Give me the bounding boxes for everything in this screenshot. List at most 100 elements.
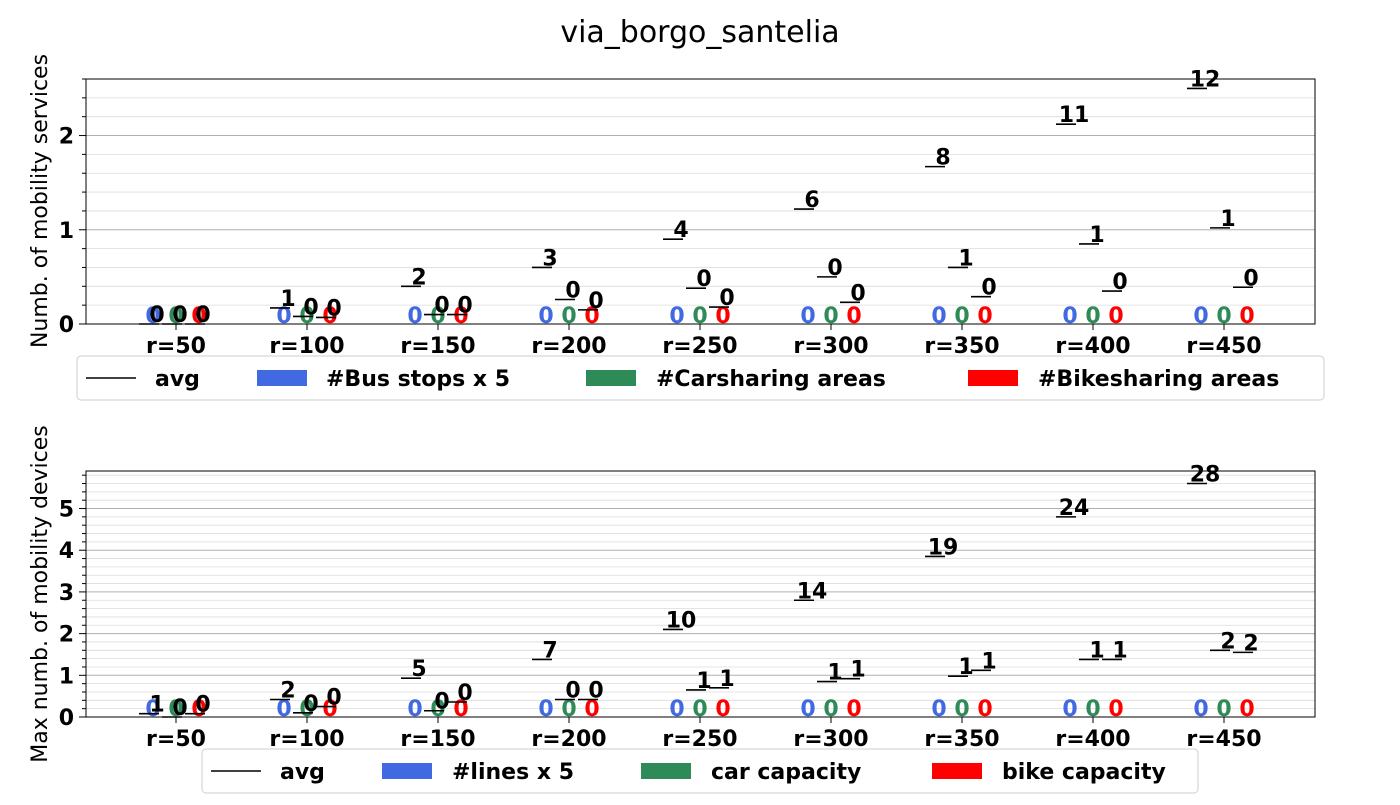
avg-value-label: 2 xyxy=(280,678,295,703)
bar-value-label: 0 xyxy=(1085,697,1100,722)
avg-value-label: 2 xyxy=(1243,631,1258,656)
y-axis-title: Numb. of mobility services xyxy=(28,54,53,348)
bar-value-label: 0 xyxy=(168,697,183,722)
legend-label: car capacity xyxy=(711,760,861,785)
x-tick-label: r=150 xyxy=(400,334,475,359)
x-tick-label: r=450 xyxy=(1186,727,1261,752)
avg-value-label: 0 xyxy=(303,295,318,320)
legend-swatch xyxy=(257,370,307,386)
x-tick-label: r=200 xyxy=(531,727,606,752)
bar-value-label: 0 xyxy=(145,304,160,329)
avg-value-label: 0 xyxy=(303,692,318,717)
avg-value-label: 1 xyxy=(827,661,842,686)
avg-value-label: 0 xyxy=(827,256,842,281)
bar-value-label: 0 xyxy=(538,697,553,722)
bar-value-label: 0 xyxy=(823,304,838,329)
y-tick-label: 3 xyxy=(59,581,74,606)
legend-label: avg xyxy=(280,760,325,785)
avg-value-label: 0 xyxy=(434,294,449,319)
avg-value-label: 1 xyxy=(1220,207,1235,232)
avg-value-label: 0 xyxy=(588,678,603,703)
bar-value-label: 0 xyxy=(584,697,599,722)
bar-value-label: 0 xyxy=(453,697,468,722)
legend-label: #Bus stops x 5 xyxy=(326,367,510,392)
x-tick-label: r=300 xyxy=(793,727,868,752)
x-tick-label: r=100 xyxy=(269,334,344,359)
bar-value-label: 0 xyxy=(977,304,992,329)
y-tick-label: 2 xyxy=(59,623,74,648)
x-tick-label: r=250 xyxy=(662,334,737,359)
x-tick-label: r=400 xyxy=(1055,334,1130,359)
x-tick-label: r=350 xyxy=(924,334,999,359)
bar-value-label: 0 xyxy=(1062,697,1077,722)
bar-value-label: 0 xyxy=(800,697,815,722)
avg-value-label: 1 xyxy=(1089,223,1104,248)
bar-value-label: 0 xyxy=(1108,304,1123,329)
y-tick-label: 4 xyxy=(59,539,74,564)
bar-value-label: 0 xyxy=(1216,697,1231,722)
legend-swatch xyxy=(586,370,636,386)
legend-label: #Carsharing areas xyxy=(656,367,886,392)
bar-value-label: 0 xyxy=(538,304,553,329)
avg-value-label: 0 xyxy=(1243,266,1258,291)
x-tick-label: r=450 xyxy=(1186,334,1261,359)
legend: avg #Bus stops x 5 #Carsharing areas #Bikes… xyxy=(76,355,1325,401)
y-tick-label: 2 xyxy=(59,125,74,150)
x-tick-label: r=100 xyxy=(269,727,344,752)
bar-value-label: 0 xyxy=(430,304,445,329)
avg-value-label: 24 xyxy=(1059,496,1090,521)
bar-value-label: 0 xyxy=(954,304,969,329)
avg-value-label: 0 xyxy=(172,696,187,721)
avg-value-label: 0 xyxy=(195,693,210,718)
bar-value-label: 0 xyxy=(191,304,206,329)
avg-value-label: 0 xyxy=(149,303,164,328)
bar-value-label: 0 xyxy=(1239,697,1254,722)
avg-value-label: 0 xyxy=(326,296,341,321)
avg-value-label: 10 xyxy=(666,608,697,633)
avg-value-label: 1 xyxy=(958,246,973,271)
bar-value-label: 0 xyxy=(191,697,206,722)
avg-value-label: 14 xyxy=(797,579,828,604)
bar-value-label: 0 xyxy=(669,304,684,329)
avg-value-label: 0 xyxy=(1112,270,1127,295)
bar-value-label: 0 xyxy=(1193,697,1208,722)
y-tick-label: 1 xyxy=(59,664,74,689)
avg-value-label: 0 xyxy=(719,286,734,311)
bar-value-label: 0 xyxy=(800,304,815,329)
bar-value-label: 0 xyxy=(846,697,861,722)
bar-value-label: 0 xyxy=(276,304,291,329)
avg-value-label: 8 xyxy=(935,146,950,171)
avg-value-label: 7 xyxy=(542,638,557,663)
bar-value-label: 0 xyxy=(846,304,861,329)
legend-label: avg xyxy=(155,367,200,392)
y-axis-title: Max numb. of mobility devices xyxy=(28,425,53,763)
avg-value-label: 0 xyxy=(457,294,472,319)
x-tick-label: r=150 xyxy=(400,727,475,752)
bar-value-label: 0 xyxy=(1216,304,1231,329)
bar-value-label: 0 xyxy=(430,697,445,722)
avg-value-label: 0 xyxy=(326,686,341,711)
legend-swatch xyxy=(968,370,1018,386)
bar-value-label: 0 xyxy=(168,304,183,329)
avg-value-label: 11 xyxy=(1059,103,1090,128)
chart-title: via_borgo_santelia xyxy=(560,15,839,50)
avg-value-label: 1 xyxy=(958,655,973,680)
avg-value-label: 0 xyxy=(195,303,210,328)
bar-value-label: 0 xyxy=(407,304,422,329)
avg-value-label: 1 xyxy=(280,287,295,312)
legend-label: bike capacity xyxy=(1002,760,1166,785)
x-tick-label: r=300 xyxy=(793,334,868,359)
avg-value-label: 0 xyxy=(850,281,865,306)
legend-swatch xyxy=(641,763,691,779)
avg-value-label: 1 xyxy=(850,658,865,683)
x-tick-label: r=350 xyxy=(924,727,999,752)
legend-swatch xyxy=(382,763,432,779)
legend-frame xyxy=(201,748,1199,794)
avg-value-label: 3 xyxy=(542,246,557,271)
bar-value-label: 0 xyxy=(715,304,730,329)
avg-value-label: 1 xyxy=(1089,638,1104,663)
legend: avg #lines x 5 car capacity bike capacity xyxy=(201,748,1199,794)
